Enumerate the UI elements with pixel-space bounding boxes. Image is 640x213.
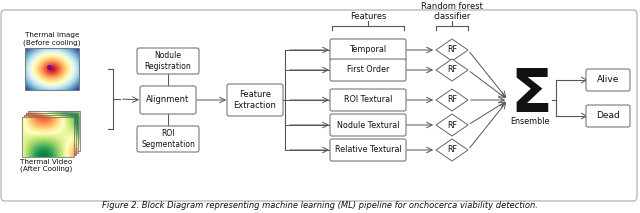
Polygon shape <box>436 39 468 61</box>
Polygon shape <box>436 89 468 111</box>
Polygon shape <box>436 59 468 81</box>
FancyBboxPatch shape <box>227 84 283 116</box>
Polygon shape <box>436 139 468 161</box>
FancyBboxPatch shape <box>137 48 199 74</box>
Bar <box>25 48 79 90</box>
Text: Random forest
classifier: Random forest classifier <box>421 2 483 21</box>
Text: Feature
Extraction: Feature Extraction <box>234 90 276 110</box>
Text: Nodule
Registration: Nodule Registration <box>145 51 191 71</box>
FancyBboxPatch shape <box>586 69 630 91</box>
Text: Features: Features <box>350 12 386 21</box>
Bar <box>24 115 76 155</box>
Text: Alive: Alive <box>597 75 619 85</box>
FancyBboxPatch shape <box>586 105 630 127</box>
Bar <box>28 111 80 151</box>
Text: Relative Textural: Relative Textural <box>335 145 401 154</box>
FancyBboxPatch shape <box>330 89 406 111</box>
FancyBboxPatch shape <box>137 126 199 152</box>
Text: ROI Textural: ROI Textural <box>344 95 392 105</box>
Text: ROI
Segmentation: ROI Segmentation <box>141 129 195 149</box>
Text: Alignment: Alignment <box>147 95 189 105</box>
Polygon shape <box>436 114 468 136</box>
Text: RF: RF <box>447 95 457 105</box>
Text: Ensemble: Ensemble <box>510 118 550 127</box>
FancyBboxPatch shape <box>330 59 406 81</box>
Text: Thermal Video
(After Cooling): Thermal Video (After Cooling) <box>20 159 72 173</box>
Text: Figure 2. Block Diagram representing machine learning (ML) pipeline for onchocer: Figure 2. Block Diagram representing mac… <box>102 200 538 210</box>
FancyBboxPatch shape <box>330 39 406 61</box>
Text: First Order: First Order <box>347 66 389 75</box>
Text: RF: RF <box>447 145 457 154</box>
Bar <box>22 117 74 157</box>
Text: RF: RF <box>447 121 457 130</box>
Text: $\mathbf{\Sigma}$: $\mathbf{\Sigma}$ <box>510 66 550 125</box>
Text: Thermal Image
(Before cooling): Thermal Image (Before cooling) <box>23 33 81 46</box>
Text: RF: RF <box>447 66 457 75</box>
FancyBboxPatch shape <box>330 139 406 161</box>
Text: RF: RF <box>447 46 457 55</box>
FancyBboxPatch shape <box>140 86 196 114</box>
Text: Nodule Textural: Nodule Textural <box>337 121 399 130</box>
Bar <box>26 113 78 153</box>
FancyBboxPatch shape <box>1 10 637 201</box>
Text: Dead: Dead <box>596 111 620 121</box>
Text: Temporal: Temporal <box>349 46 387 55</box>
FancyBboxPatch shape <box>330 114 406 136</box>
